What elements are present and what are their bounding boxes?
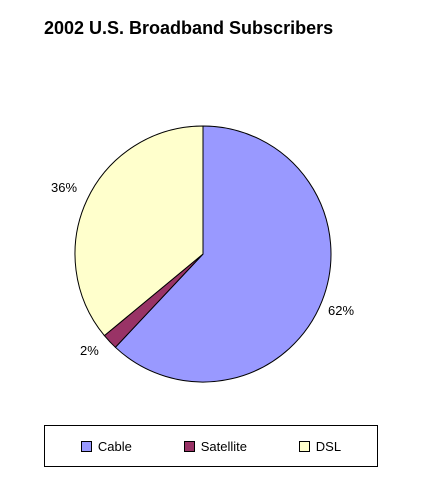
data-label-dsl: 36% [51, 180, 78, 195]
legend-swatch-dsl [298, 440, 310, 452]
legend-label-satellite: Satellite [200, 438, 247, 454]
legend-item-dsl: DSL [298, 438, 342, 454]
legend-swatch-satellite [183, 440, 195, 452]
pie-slice-dsl [74, 125, 204, 337]
legend-label-cable: Cable [97, 438, 132, 454]
data-label-satellite: 2% [80, 343, 99, 358]
legend-item-cable: Cable [80, 438, 132, 454]
legend-label-dsl: DSL [315, 438, 342, 454]
legend-item-satellite: Satellite [183, 438, 247, 454]
chart-title: 2002 U.S. Broadband Subscribers [44, 18, 334, 38]
data-label-cable: 62% [328, 303, 355, 318]
pie-slice-cable [114, 125, 332, 383]
legend-swatch-cable [80, 440, 92, 452]
chart-legend: Cable Satellite DSL [44, 425, 378, 467]
